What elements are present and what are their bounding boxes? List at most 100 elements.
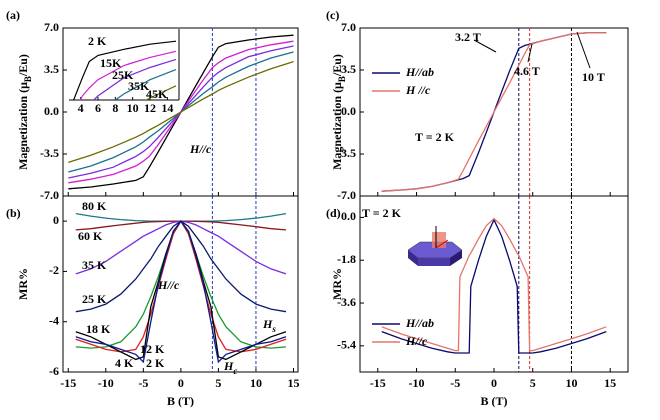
subscript: B: [337, 76, 347, 82]
inset-x-tick-label: 10: [127, 101, 139, 115]
inset-label: 25K: [112, 68, 134, 82]
inset-label: 15K: [100, 56, 122, 70]
data-line: [75, 220, 287, 231]
plot-frame: [359, 195, 629, 373]
x-tick-label: -15: [370, 376, 386, 390]
subscript: s: [271, 324, 276, 334]
inset-label: 35K: [128, 79, 150, 93]
text-part: /Eu): [330, 54, 344, 77]
legend-label: H//ab: [405, 65, 434, 79]
y-tick-label: 7.0: [44, 20, 59, 34]
x-tick-label: 10: [250, 376, 262, 390]
y-tick-label: -6: [49, 364, 59, 378]
inset-label: 2 K: [88, 34, 107, 48]
crystal-side: [408, 250, 418, 266]
inset-line: [92, 58, 177, 100]
panel-label: (b): [6, 206, 21, 220]
subscript: c: [233, 366, 237, 376]
inset-x-tick-label: 8: [112, 101, 118, 115]
data-line: [381, 218, 607, 354]
y-tick-label: 3.5: [44, 62, 59, 76]
x-tick-label: -10: [98, 376, 114, 390]
panel-label: (d): [326, 206, 341, 220]
y-axis-label: MR%: [16, 268, 30, 300]
crystal-side: [450, 250, 462, 266]
y-tick-label: 0: [53, 213, 59, 227]
x-tick-label: -5: [450, 376, 460, 390]
x-axis-label: B (T): [481, 394, 508, 408]
annotation: 10 T: [582, 70, 605, 84]
data-line: [75, 220, 287, 275]
data-line: [68, 60, 294, 164]
y-axis-label: Magnetization (μB/Eu): [330, 54, 347, 170]
annotation: 25 K: [82, 292, 107, 306]
subscript: B: [23, 76, 33, 82]
annotation: Hs: [262, 317, 276, 334]
text-part: Magnetization (μ: [16, 82, 30, 170]
annotation: 4.6 T: [514, 64, 540, 78]
text-part: Magnetization (μ: [330, 82, 344, 170]
annotation: 80 K: [82, 199, 107, 213]
y-tick-label: -3.6: [337, 295, 356, 309]
text-part: H: [223, 359, 234, 373]
y-tick-label: -5.4: [337, 338, 356, 352]
annotation: 18 K: [86, 322, 111, 336]
y-tick-label: -7.0: [337, 188, 356, 202]
y-tick-label: 0.0: [341, 104, 356, 118]
inset-x-tick-label: 6: [95, 101, 101, 115]
text-part: /Eu): [16, 54, 30, 77]
annotation: 35 K: [82, 258, 107, 272]
panel: -7.0 -3.5 0.0 3.5 7.0 Magnetization (μB/Eu) (c…: [326, 8, 629, 202]
y-tick-label: -2: [49, 263, 59, 277]
arrows: [473, 31, 591, 69]
x-tick-label: 0: [178, 376, 184, 390]
annotation: H//c: [157, 278, 180, 292]
y-tick-label: -4: [49, 313, 59, 327]
x-tick-label: 15: [604, 376, 616, 390]
x-tick-label: -10: [409, 376, 425, 390]
y-tick-label: -1.8: [337, 252, 356, 266]
x-tick-label: 5: [215, 376, 221, 390]
arrow: [576, 31, 591, 69]
annotation: T = 2 K: [362, 206, 402, 220]
annotation: 4 K: [115, 356, 134, 370]
y-tick-label: 7.0: [341, 20, 356, 34]
annotation: 12 K: [140, 342, 165, 356]
crystal-icon: [407, 226, 463, 266]
inset-line: [79, 50, 177, 100]
y-tick-label: 0.0: [44, 104, 59, 118]
x-tick-label: -5: [138, 376, 148, 390]
arrow: [527, 43, 533, 63]
annotation: 60 K: [78, 229, 103, 243]
x-tick-label: 5: [530, 376, 536, 390]
y-tick-label: 3.5: [341, 62, 356, 76]
x-axis-label: B (T): [167, 394, 194, 408]
annotation: T = 2 K: [415, 130, 455, 144]
y-tick-label: -3.5: [337, 146, 356, 160]
legend-label: H//c: [405, 334, 428, 348]
panel: -5.4 -3.6 -1.8 0.0 -15 -10 -5 0 5 10 15 B (T) MR% (d)…: [326, 195, 629, 408]
annotation: Hc: [223, 359, 237, 376]
y-axis-label: Magnetization (μB/Eu): [16, 54, 33, 170]
inset-label: 45K: [146, 87, 168, 101]
y-tick-label: -3.5: [40, 146, 59, 160]
legend-label: H//ab: [405, 316, 434, 330]
data-line: [381, 217, 607, 352]
data-line: [75, 220, 287, 364]
x-tick-label: 0: [491, 376, 497, 390]
panel-label: (a): [6, 8, 20, 22]
inset-line: [72, 40, 177, 100]
x-tick-label: -15: [60, 376, 76, 390]
crystal-front: [418, 258, 450, 266]
data-line: [75, 220, 287, 313]
y-tick-label: -7.0: [40, 188, 59, 202]
inset-plot: [72, 40, 177, 100]
x-tick-label: 15: [287, 376, 299, 390]
inset-x-tick-label: 14: [161, 101, 173, 115]
legend-label: H //c: [405, 83, 431, 97]
y-axis-label: MR%: [330, 268, 344, 300]
text-part: H: [262, 317, 273, 331]
panel: -6 -4 -2 0 -15 -10 -5 0 5 10 15 B (T) MR% (b) 80 K 60 K…: [6, 195, 299, 408]
data-line: [381, 32, 607, 192]
